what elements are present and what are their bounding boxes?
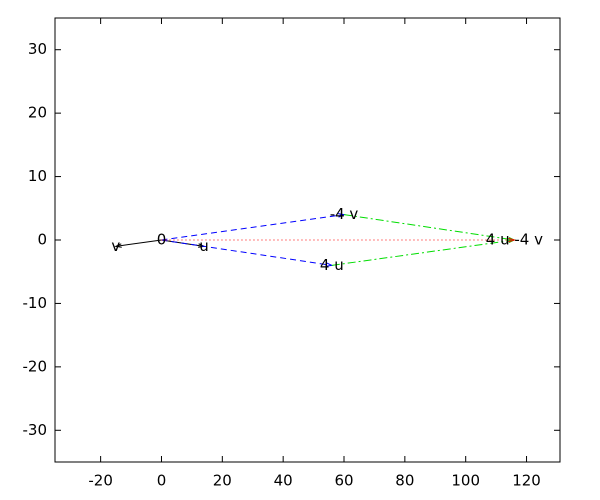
x-tick-label: -20 [88, 472, 113, 490]
y-tick-label: -30 [23, 421, 48, 439]
plot-frame [54, 17, 561, 463]
y-tick-label: 20 [28, 104, 47, 122]
x-tick-label: 20 [213, 472, 232, 490]
vector-line [343, 214, 515, 241]
vector-line [161, 239, 332, 266]
vector-label: 0 [157, 231, 167, 249]
vector-label: -4 v [330, 205, 359, 223]
arrow-head [114, 243, 122, 248]
vector-line [161, 214, 345, 241]
y-tick-label: 0 [37, 231, 47, 249]
y-tick-label: 30 [28, 40, 47, 58]
vector-label: u [199, 237, 209, 255]
vector-line [331, 239, 515, 266]
arrow-head [508, 237, 517, 243]
vector-label: v [111, 237, 120, 255]
x-tick-label: 40 [274, 472, 293, 490]
vector-line [115, 239, 162, 247]
vector-label: 4 u -4 v [486, 231, 543, 249]
y-tick-label: 10 [28, 167, 47, 185]
x-tick-label: 120 [512, 472, 541, 490]
x-tick-label: 100 [451, 472, 480, 490]
x-tick-label: 80 [395, 472, 414, 490]
y-tick-label: -10 [23, 294, 48, 312]
y-tick-label: -20 [23, 357, 48, 375]
vector-label: 4 u [320, 256, 344, 274]
arrow-head [325, 262, 334, 267]
x-tick-label: 0 [157, 472, 167, 490]
x-tick-label: 60 [334, 472, 353, 490]
